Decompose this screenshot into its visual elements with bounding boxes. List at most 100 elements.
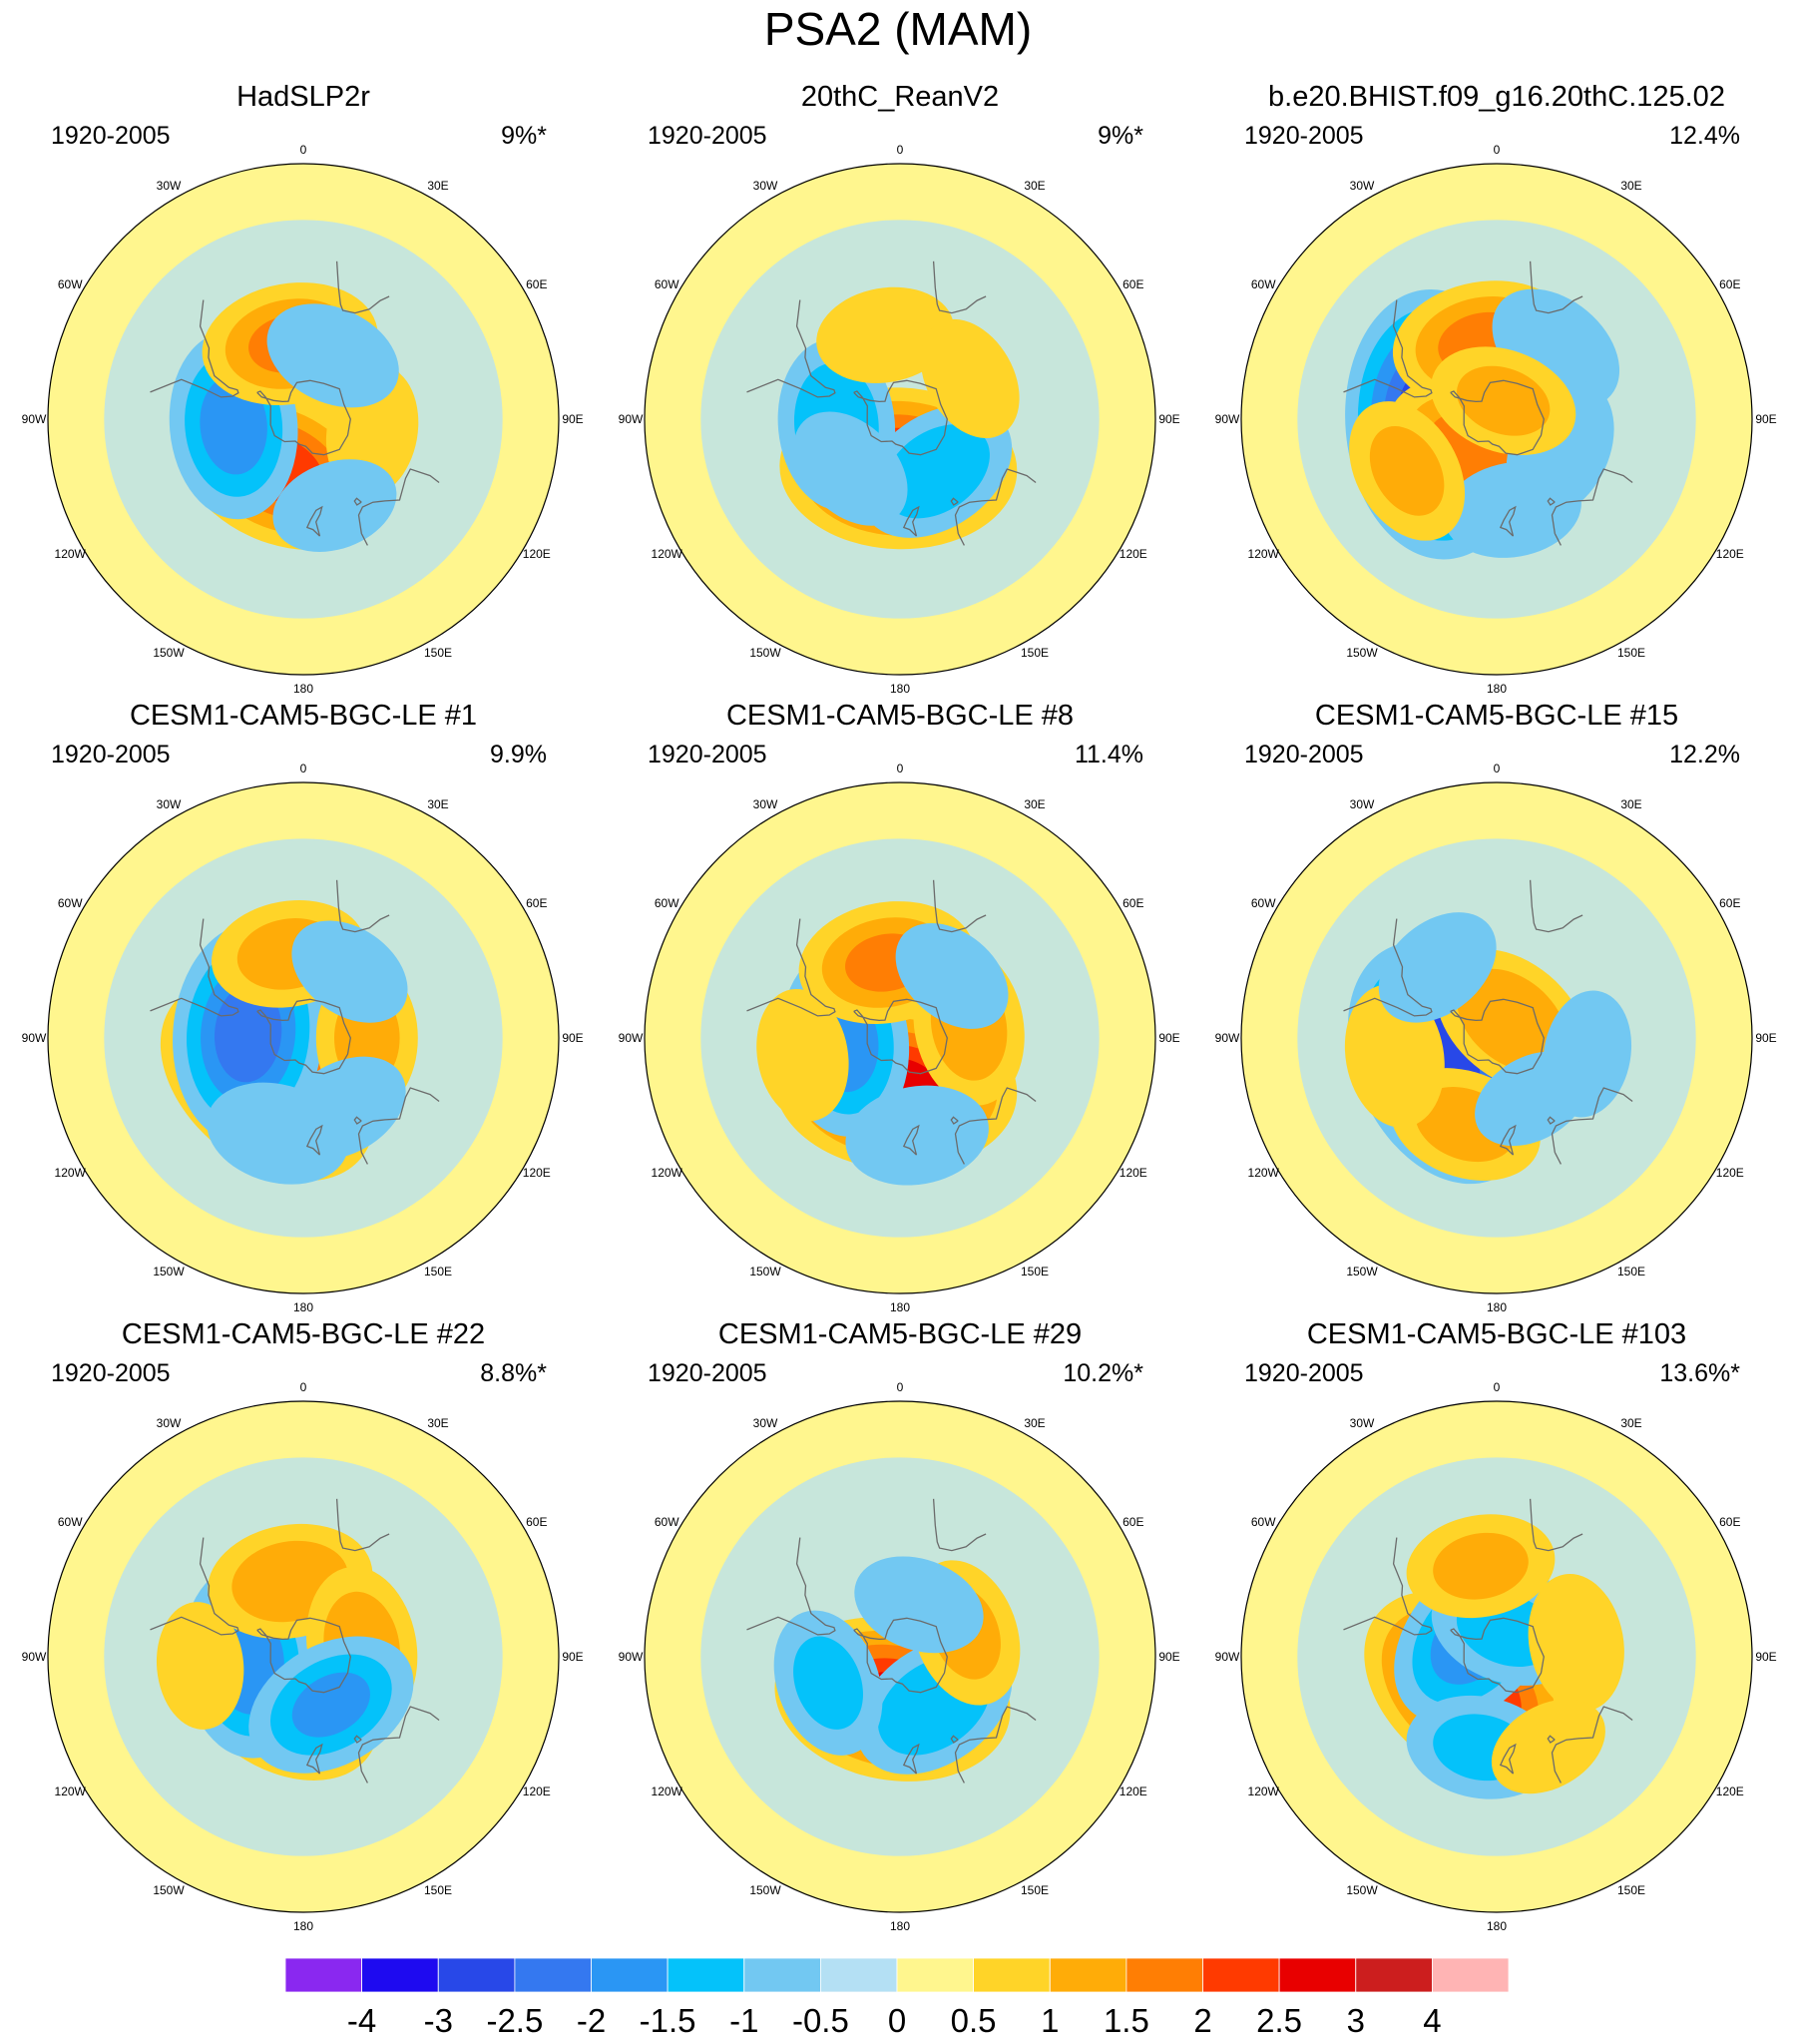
coastline [932,1498,987,1552]
longitude-label: 120E [1716,1166,1744,1180]
anomaly-lobe [816,286,955,383]
contour-field [1241,1401,1752,1912]
map-panel: 0 30E 60E 90E 120E 150E 180 150W 120W 90W 60W 30W b.… [1215,81,1777,696]
longitude-label: 30E [1620,1416,1641,1430]
variance-label: 9%* [1098,122,1143,150]
longitude-label: 60E [526,277,547,291]
variance-label: 9%* [501,122,547,150]
contour-field [645,1401,1155,1912]
coastline [954,468,1037,546]
contour-field [645,164,1155,675]
longitude-label: 60E [526,896,547,910]
anomaly-lobe [756,988,849,1122]
colorbar-swatch [514,1957,592,1993]
longitude-label: 30E [427,179,448,193]
longitude-label: 60W [655,896,679,910]
contour-level [215,984,282,1083]
longitude-label: 60E [1122,277,1143,291]
longitude-label: 30E [1620,179,1641,193]
coastline [932,879,987,933]
coastline [335,879,390,933]
coastline [1551,1706,1633,1784]
contour-level [793,1636,863,1730]
coastline [902,505,920,537]
colorbar-tick-label: 1.5 [1104,2002,1149,2039]
coastlines [746,1498,1037,1784]
variance-label: 9.9% [490,741,547,768]
longitude-label: 0 [897,1380,904,1394]
period-label: 1920-2005 [648,741,767,768]
colorbar-swatch [361,1957,439,1993]
longitude-label: 30E [1620,797,1641,811]
period-label: 1920-2005 [51,1359,171,1387]
coastline [932,260,987,314]
contour-field [48,782,559,1293]
map-panel: 0 30E 60E 90E 120E 150E 180 150W 120W 90W 60W 30W CE… [22,700,584,1314]
coastline [256,379,351,456]
map-border [47,1400,560,1913]
panel-title: HadSLP2r [236,81,370,113]
coastline [853,998,948,1075]
longitude-label: 0 [897,762,904,775]
period-label: 1920-2005 [648,122,767,150]
panel-title: CESM1-CAM5-BGC-LE #8 [726,700,1074,732]
coastline [746,299,836,398]
coastline [150,1537,239,1636]
longitude-label: 0 [897,143,904,157]
coastline [1499,1743,1517,1775]
contour-field [48,1401,559,1912]
longitude-label: 150E [1021,1883,1049,1897]
longitude-label: 90E [562,412,583,426]
colorbar-swatch [1202,1957,1280,1993]
colorbar-tick-label: 2 [1193,2002,1211,2039]
longitude-label: 30W [157,797,182,811]
coastlines [1343,260,1633,546]
longitude-label: 150W [153,1883,185,1897]
coastline [150,299,239,398]
longitude-label: 120E [523,547,551,561]
longitude-label: 0 [300,143,307,157]
colorbar-tick-label: 0.5 [951,2002,997,2039]
longitude-label: 180 [293,682,313,696]
longitude-label: 150E [424,646,452,660]
longitude-label: 90E [1755,412,1776,426]
variance-label: 10.2%* [1063,1359,1143,1387]
period-label: 1920-2005 [1244,122,1364,150]
longitude-label: 90W [619,1650,644,1664]
coastline [335,260,390,314]
longitude-label: 150E [1021,1265,1049,1278]
colorbar-tick-label: 4 [1423,2002,1441,2039]
coastlines [1343,1498,1633,1784]
longitude-label: 30W [1350,797,1375,811]
colorbar-swatch [667,1957,745,1993]
map-panel: 0 30E 60E 90E 120E 150E 180 150W 120W 90W 60W 30W CE… [1215,1318,1777,1933]
longitude-label: 60E [1122,1515,1143,1529]
longitude-label: 60E [1719,896,1740,910]
longitude-label: 60W [1251,277,1276,291]
longitude-label: 180 [1487,1919,1507,1933]
longitude-label: 90E [1158,412,1179,426]
longitude-label: 150W [749,1265,781,1278]
colorbar-swatch [1355,1957,1433,1993]
contour-level [756,988,849,1122]
map-panel: 0 30E 60E 90E 120E 150E 180 150W 120W 90W 60W 30W CE… [619,1318,1180,1933]
colorbar-tick-label: -2.5 [486,2002,543,2039]
coastline [746,1537,836,1636]
coastline [950,1735,959,1744]
map-border [1240,781,1753,1294]
contour-level [895,922,1009,1029]
contour-level [291,920,408,1023]
longitude-label: 30E [427,1416,448,1430]
longitude-label: 180 [293,1300,313,1314]
longitude-label: 180 [293,1919,313,1933]
longitude-label: 90E [1158,1031,1179,1045]
colorbar-tick-label: 2.5 [1256,2002,1302,2039]
colorbar-swatch [591,1957,669,1993]
longitude-label: 60W [58,1515,83,1529]
colorbar-tick-label: 3 [1347,2002,1365,2039]
coastline [256,1617,351,1694]
map-border [644,163,1156,676]
contour-level [854,1556,984,1654]
map-border [644,781,1156,1294]
